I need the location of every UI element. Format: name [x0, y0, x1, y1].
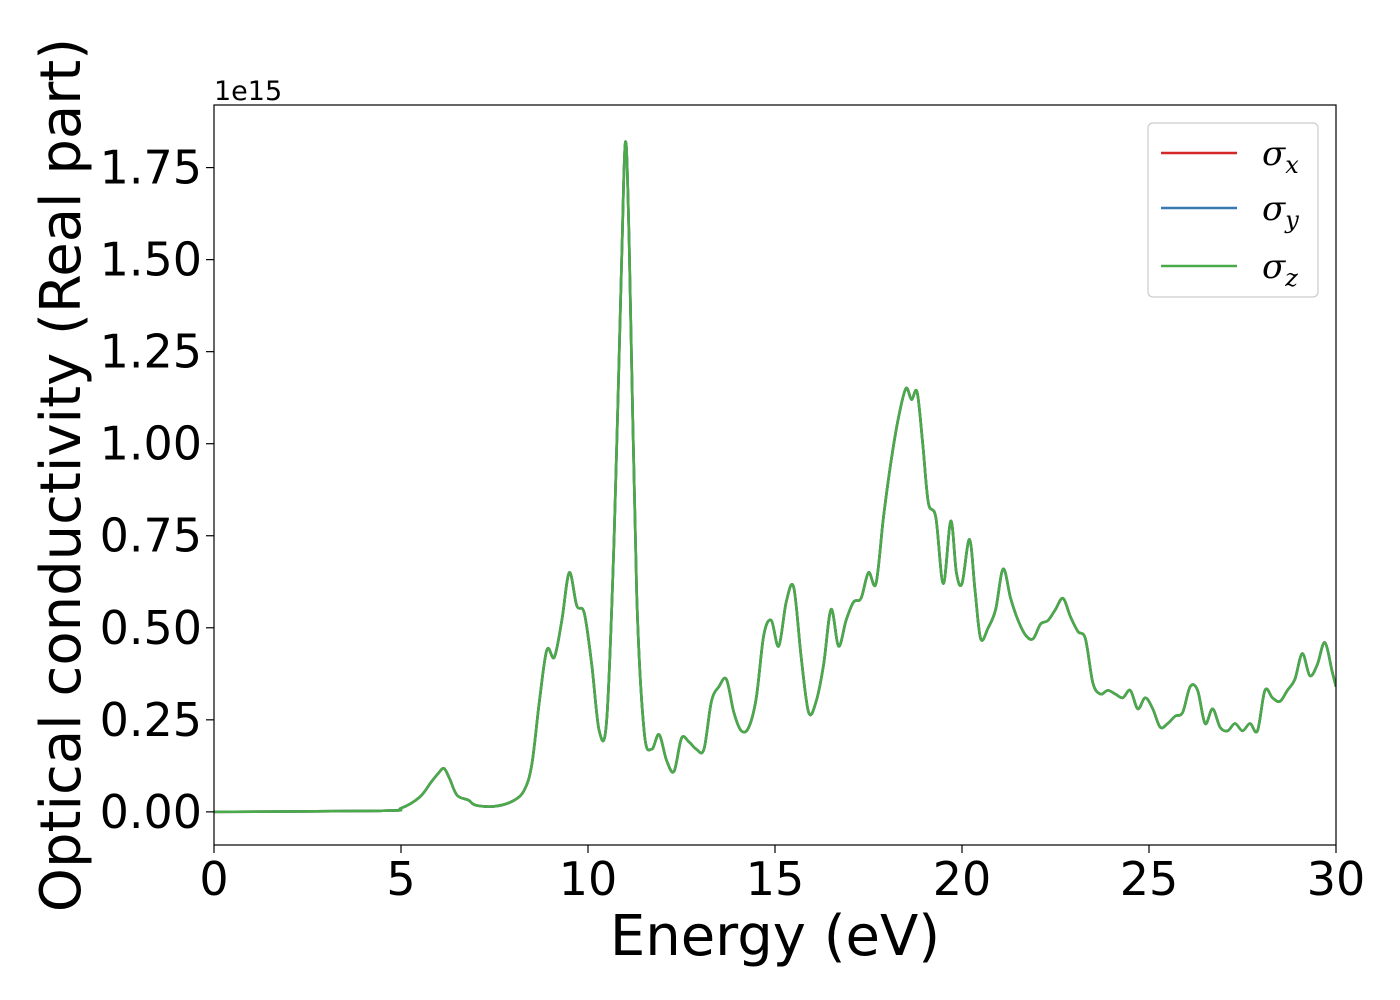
- legend-label-y: σy: [1262, 189, 1299, 234]
- y-tick-label: 1.25: [100, 325, 202, 379]
- series-layer: [214, 140, 1336, 814]
- legend-label-x: σx: [1262, 134, 1299, 179]
- y-tick-label: 1.75: [100, 141, 202, 195]
- y-offset-label: 1e15: [214, 76, 282, 107]
- x-tick-label: 20: [933, 852, 992, 906]
- x-tick-label: 10: [559, 852, 618, 906]
- y-tick-label: 1.50: [100, 233, 202, 287]
- legend-symbol: σ: [1262, 134, 1286, 174]
- y-tick-label: 0.00: [100, 785, 202, 839]
- y-tick-label: 0.75: [100, 509, 202, 563]
- x-axis: 0 5 10 15 20 25 30: [199, 845, 1365, 906]
- x-tick-label: 30: [1307, 852, 1366, 906]
- y-axis: 0.00 0.25 0.50 0.75 1.00 1.25 1.50 1.75: [100, 141, 214, 839]
- x-tick-label: 5: [386, 852, 415, 906]
- legend-subscript: y: [1284, 206, 1299, 234]
- series-line-z: [214, 140, 1336, 814]
- legend-subscript: x: [1285, 151, 1299, 179]
- x-tick-label: 15: [746, 852, 805, 906]
- legend-box: [1147, 122, 1319, 298]
- legend-subscript: z: [1284, 264, 1298, 292]
- legend-symbol: σ: [1262, 189, 1286, 229]
- y-tick-label: 0.50: [100, 601, 202, 655]
- legend-label-z: σz: [1262, 247, 1298, 292]
- y-axis-title: Optical conductivity (Real part): [29, 38, 94, 912]
- legend-symbol: σ: [1262, 247, 1286, 287]
- x-tick-label: 0: [199, 852, 228, 906]
- y-tick-label: 1.00: [100, 417, 202, 471]
- y-tick-label: 0.25: [100, 693, 202, 747]
- x-axis-title: Energy (eV): [610, 904, 940, 969]
- x-tick-label: 25: [1120, 852, 1179, 906]
